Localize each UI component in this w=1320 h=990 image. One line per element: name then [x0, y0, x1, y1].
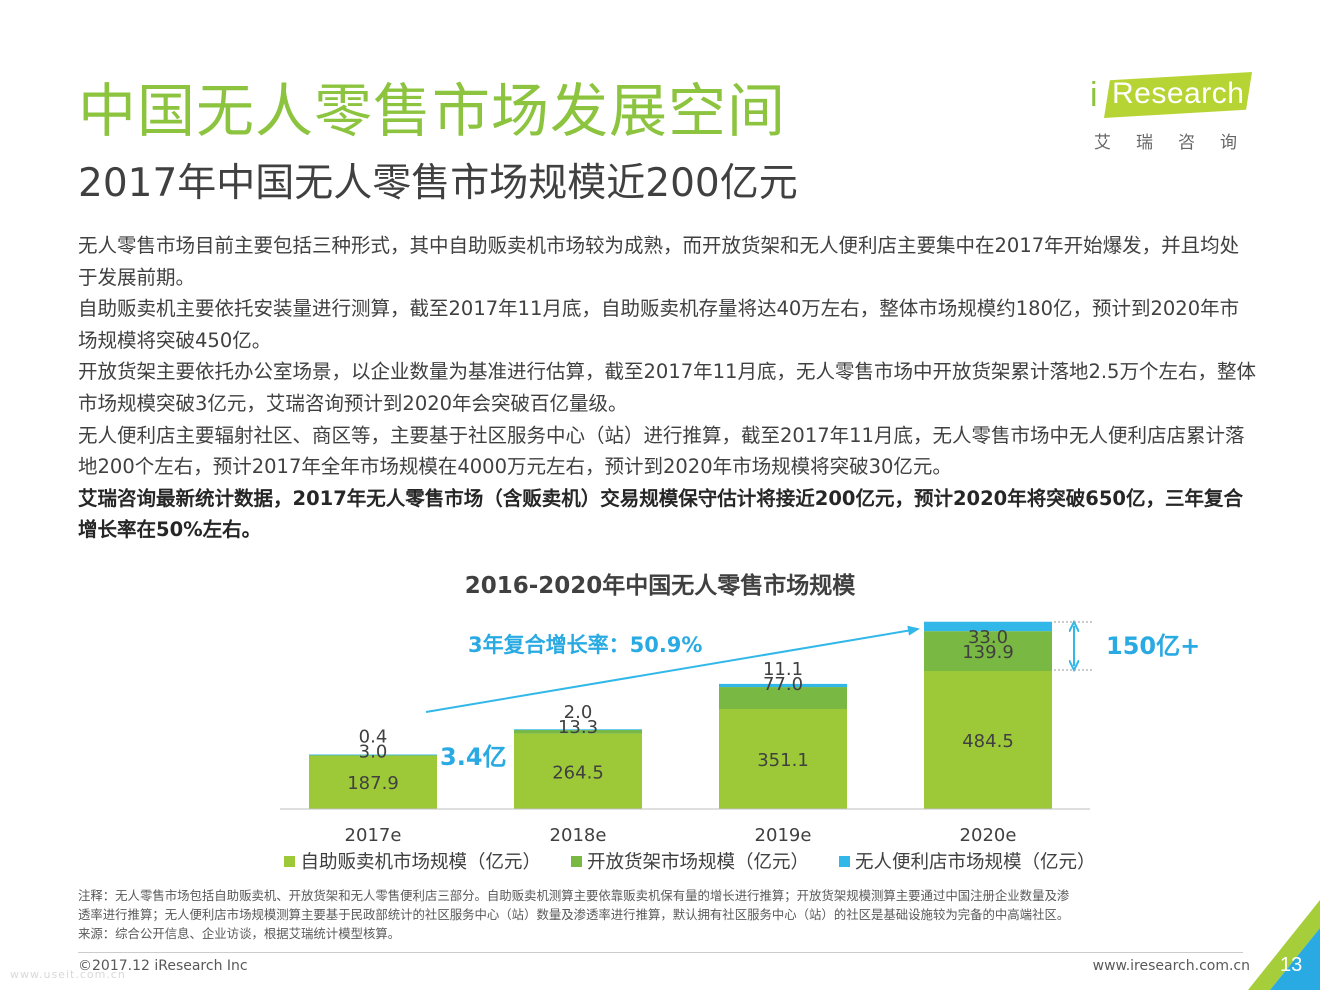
paragraph-unmanned-store: 无人便利店主要辐射社区、商区等，主要基于社区服务中心（站）进行推算，截至2017…: [78, 423, 1245, 479]
legend-label-open-shelf: 开放货架市场规模（亿元）: [586, 852, 809, 873]
x-tick-2020e: 2020e: [960, 825, 1017, 846]
data-label-open-shelf-2017e: 3.0: [359, 742, 388, 763]
source-line: 来源：综合公开信息、企业访谈，根据艾瑞统计模型核算。: [78, 926, 401, 941]
logo-chinese-name: 艾瑞咨询: [1094, 133, 1262, 153]
corner-blue-triangle: [1270, 928, 1320, 990]
bar-unmanned-store-2018e: [514, 729, 642, 731]
footnotes: 注释：无人零售市场包括自助贩卖机、开放货架和无人零售便利店三部分。自助贩卖机测算…: [78, 886, 1258, 943]
watermark-text: www.useit.com.cn: [10, 968, 126, 981]
page-subtitle: 2017年中国无人零售市场规模近200亿元: [78, 161, 798, 206]
page-corner-decoration: [1248, 900, 1320, 990]
data-label-unmanned-store-2017e: 0.4: [359, 727, 388, 748]
note-line-2: 透率进行推算；无人便利店市场规模测算主要基于民政部统计的社区服务中心（站）数量及…: [78, 907, 1070, 922]
data-label-vending-2020e: 484.5: [962, 731, 1014, 752]
legend-label-unmanned-store: 无人便利店市场规模（亿元）: [855, 852, 1096, 873]
data-label-vending-2019e: 351.1: [757, 750, 809, 771]
note-line-1: 注释：无人零售市场包括自助贩卖机、开放货架和无人零售便利店三部分。自助贩卖机测算…: [78, 888, 1070, 903]
paragraph-overview: 无人零售市场目前主要包括三种形式，其中自助贩卖机市场较为成熟，而开放货架和无人便…: [78, 234, 1240, 289]
bar-unmanned-store-2017e: [309, 754, 437, 756]
x-tick-2017e: 2017e: [345, 825, 402, 846]
corner-green-triangle: [1248, 900, 1320, 990]
cagr-annotation: 3年复合增长率：50.9%: [468, 633, 702, 657]
page-title: 中国无人零售市场发展空间: [78, 77, 787, 145]
legend-swatch-unmanned-store: [839, 855, 850, 867]
bar-vending-2018e: [514, 733, 642, 809]
data-label-unmanned-store-2019e: 11.1: [763, 659, 803, 680]
legend-item-open-shelf: 开放货架市场规模（亿元）: [570, 848, 809, 874]
body-text: 无人零售市场目前主要包括三种形式，其中自助贩卖机市场较为成熟，而开放货架和无人便…: [78, 230, 1258, 546]
data-label-open-shelf-2018e: 13.3: [558, 717, 598, 738]
bar-vending-2020e: [924, 670, 1052, 809]
bar-unmanned-store-2019e: [719, 683, 847, 688]
bar-unmanned-store-2020e: [924, 621, 1052, 632]
logo-band: [1104, 72, 1252, 118]
data-label-unmanned-store-2020e: 33.0: [968, 627, 1008, 648]
legend-swatch-vending: [284, 855, 296, 867]
data-label-unmanned-store-2018e: 2.0: [564, 702, 593, 723]
annotation-2017-total: 3.4亿: [440, 743, 507, 771]
paragraph-vending: 自助贩卖机主要依托安装量进行测算，截至2017年11月底，自助贩卖机存量将达40…: [78, 297, 1240, 352]
annotation-2020-growth: 150亿+: [1106, 632, 1200, 660]
data-label-vending-2017e: 187.9: [347, 773, 399, 794]
footer-divider: [78, 952, 1243, 953]
copyright-text: ©2017.12 iResearch Inc: [78, 958, 248, 974]
legend-item-unmanned-store: 无人便利店市场规模（亿元）: [839, 848, 1096, 874]
chart-legend: 自助贩卖机市场规模（亿元） 开放货架市场规模（亿元） 无人便利店市场规模（亿元）: [280, 848, 1100, 874]
x-tick-2018e: 2018e: [550, 825, 607, 846]
bar-vending-2017e: [309, 755, 437, 809]
logo-word: Research: [1112, 77, 1245, 110]
legend-item-vending: 自助贩卖机市场规模（亿元）: [284, 848, 541, 874]
legend-swatch-open-shelf: [570, 855, 582, 867]
paragraph-open-shelf: 开放货架主要依托办公室场景，以企业数量为基准进行估算，截至2017年11月底，无…: [78, 360, 1256, 415]
website-link[interactable]: www.iresearch.com.cn: [1092, 958, 1250, 974]
data-label-vending-2018e: 264.5: [552, 762, 604, 783]
logo-i: i: [1090, 76, 1098, 114]
legend-label-vending: 自助贩卖机市场规模（亿元）: [300, 852, 541, 873]
data-label-open-shelf-2019e: 77.0: [763, 674, 803, 695]
bar-open-shelf-2019e: [719, 687, 847, 709]
page-number: 13: [1280, 954, 1303, 976]
data-label-open-shelf-2020e: 139.9: [962, 642, 1014, 663]
stacked-bar-chart: 187.9 3.00.4 2017e 264.5 13.32.0 2018e 351.1 77…: [280, 600, 1200, 846]
x-tick-2019e: 2019e: [755, 825, 812, 846]
cagr-arrow: [425, 625, 920, 713]
bar-open-shelf-2020e: [924, 631, 1052, 671]
bar-open-shelf-2018e: [514, 729, 642, 734]
chart-title: 2016-2020年中国无人零售市场规模: [464, 573, 856, 599]
paragraph-key-finding: 艾瑞咨询最新统计数据，2017年无人零售市场（含贩卖机）交易规模保守估计将接近2…: [78, 486, 1243, 542]
bar-vending-2019e: [719, 708, 847, 809]
iresearch-logo: i Research 艾瑞咨询: [1090, 70, 1260, 154]
